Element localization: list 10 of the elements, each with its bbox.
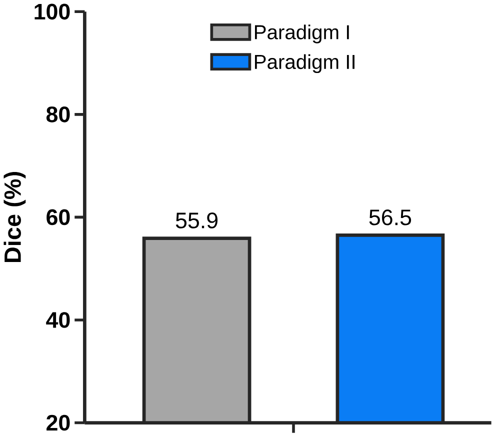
y-axis-title: Dice (%)	[4, 172, 26, 262]
y-tick-label: 40	[46, 312, 70, 328]
y-tick-label: 100	[34, 4, 70, 20]
legend-label: Paradigm I	[254, 24, 349, 44]
legend-label: Paradigm II	[254, 54, 354, 74]
y-tick-label: 80	[46, 106, 70, 123]
y-tick-label: 60	[46, 210, 70, 226]
data-label: 55.9	[176, 212, 218, 229]
y-tick-label: 20	[46, 415, 70, 431]
data-label: 56.5	[369, 210, 412, 226]
